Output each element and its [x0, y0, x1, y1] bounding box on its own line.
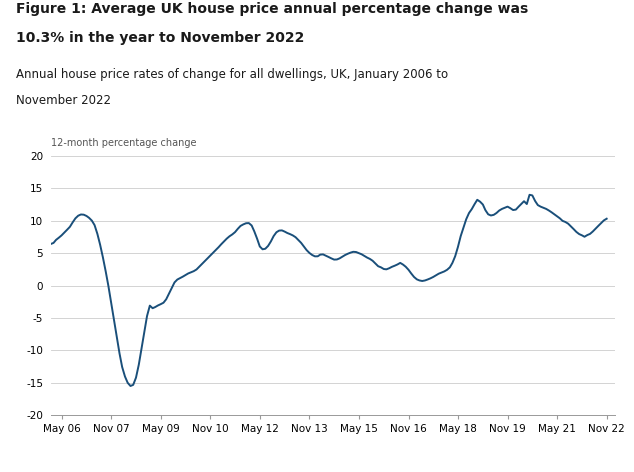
Text: 10.3% in the year to November 2022: 10.3% in the year to November 2022 — [16, 31, 304, 45]
Text: Annual house price rates of change for all dwellings, UK, January 2006 to: Annual house price rates of change for a… — [16, 68, 448, 82]
Text: Figure 1: Average UK house price annual percentage change was: Figure 1: Average UK house price annual … — [16, 2, 528, 17]
Text: 12-month percentage change: 12-month percentage change — [51, 138, 196, 148]
Text: November 2022: November 2022 — [16, 94, 111, 108]
